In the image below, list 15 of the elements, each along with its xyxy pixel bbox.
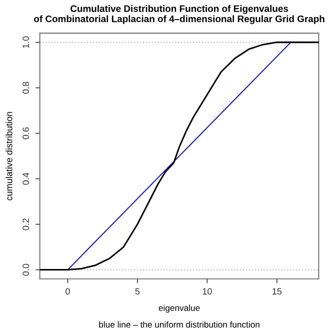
- y-tick-label: 0.4: [22, 172, 30, 185]
- y-tick-label: 1.0: [22, 36, 30, 48]
- line-series: [40, 42, 319, 271]
- chart-title: Cumulative Distribution Function of Eigenvalues of Combinatorial Laplacian of 4–dimensional Regular Grid Graph: [34, 5, 324, 24]
- x-tick-label: 5: [135, 288, 140, 295]
- y-tick-label: 0.2: [22, 218, 30, 230]
- text: blue line – the uniform distribution function: [99, 321, 260, 328]
- x-tick-label: 15: [272, 288, 282, 295]
- x-tick-label: 10: [202, 288, 212, 295]
- y-tick-label: 0.8: [22, 82, 30, 94]
- y-tick-label: 0.6: [22, 127, 30, 140]
- x-axis-title: eigenvalue: [158, 304, 200, 313]
- y-axis-title: cumulative distribution: [6, 112, 12, 200]
- x-tick-label: 0: [66, 288, 70, 295]
- y-tick-label: 0.0: [22, 264, 30, 276]
